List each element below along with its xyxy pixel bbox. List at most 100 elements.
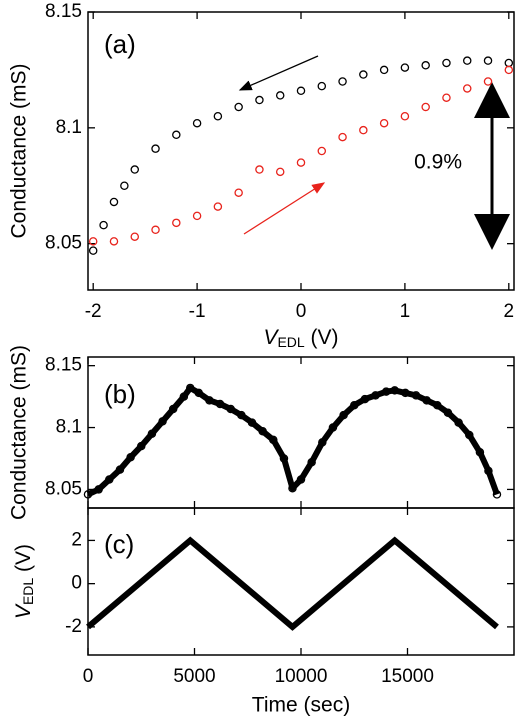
trace-line	[86, 384, 500, 498]
data-point	[130, 232, 140, 241]
data-point	[213, 202, 223, 211]
data-point	[83, 490, 93, 499]
data-point	[328, 423, 338, 432]
data-line	[86, 536, 499, 631]
data-point	[484, 466, 493, 476]
data-point	[390, 386, 399, 395]
label-unit: (V)	[12, 544, 35, 578]
y-tick-label: 8.1	[56, 117, 82, 138]
y-tick-label: 8.05	[45, 478, 82, 499]
data-point	[115, 465, 125, 474]
panel-label: (a)	[104, 29, 136, 59]
y-axis-label: Conductance (mS)	[8, 345, 31, 520]
y-tick-label: 8.1	[56, 417, 82, 438]
data-point	[411, 391, 421, 400]
data-point	[296, 475, 306, 484]
label-symbol: V	[12, 603, 35, 619]
label-unit: (V)	[305, 326, 339, 349]
data-point	[234, 188, 243, 197]
data-point	[192, 211, 202, 221]
label-symbol: V	[263, 326, 279, 349]
data-point	[215, 399, 225, 409]
x-tick-label: 0	[83, 666, 94, 687]
data-point	[359, 70, 368, 79]
data-point	[130, 165, 140, 174]
data-point	[275, 167, 285, 177]
data-point	[158, 417, 167, 426]
data-point	[120, 181, 129, 190]
data-point	[109, 197, 119, 207]
data-point	[194, 388, 204, 398]
data-point	[269, 435, 278, 445]
panel-label: (b)	[104, 379, 136, 409]
data-point	[237, 410, 246, 420]
data-point	[433, 401, 442, 410]
x-tick-label: 15000	[381, 666, 434, 687]
data-point	[94, 485, 103, 494]
data-point	[339, 410, 348, 420]
data-point	[349, 401, 359, 410]
data-point	[483, 77, 493, 86]
data-point	[88, 246, 98, 255]
y-tick-label: 0	[71, 573, 82, 594]
data-point	[371, 391, 380, 400]
x-tick-label: 10000	[275, 666, 328, 687]
data-point	[105, 475, 114, 484]
data-point	[255, 95, 264, 105]
x-tick-label: 0	[296, 301, 307, 322]
data-point	[462, 56, 472, 65]
data-point	[443, 408, 453, 417]
data-point	[338, 77, 347, 86]
data-point	[151, 144, 160, 153]
data-point	[126, 453, 135, 462]
data-point	[422, 396, 431, 405]
data-point	[99, 220, 108, 230]
x-tick-label: -1	[189, 301, 206, 322]
data-point	[279, 454, 289, 463]
data-point	[258, 427, 267, 436]
data-point	[288, 483, 297, 493]
y-tick-label: -2	[65, 616, 82, 637]
data-point	[147, 429, 157, 438]
data-point	[317, 81, 327, 91]
data-point	[179, 392, 189, 401]
data-point	[275, 91, 285, 100]
data-point	[234, 102, 243, 112]
data-point	[168, 404, 178, 414]
data-point	[185, 383, 195, 393]
x-tick-label: 2	[504, 301, 515, 322]
data-point	[136, 441, 146, 451]
x-axis-label: Time (sec)	[252, 694, 350, 717]
data-point	[442, 93, 451, 102]
data-point	[400, 63, 410, 72]
data-point	[192, 118, 202, 128]
data-point	[296, 158, 306, 167]
x-tick-label: 5000	[173, 666, 215, 687]
data-point	[109, 237, 119, 246]
data-point	[318, 438, 327, 447]
x-axis-label: VEDL (V)	[263, 326, 338, 350]
data-point	[379, 65, 389, 75]
data-point	[504, 58, 514, 68]
annotation: 0.9%	[414, 151, 462, 174]
data-point	[442, 58, 451, 68]
label-subscript: EDL	[20, 578, 36, 605]
data-point	[454, 418, 463, 427]
sweep-arrow	[238, 55, 319, 91]
data-point	[360, 394, 370, 404]
y-axis-label: VEDL (V)	[12, 544, 36, 619]
panel-label: (c)	[104, 529, 134, 559]
y-tick-label: 2	[71, 529, 82, 550]
sweep-arrow	[243, 182, 326, 235]
data-point	[307, 457, 316, 467]
x-tick-label: 1	[400, 301, 411, 322]
data-point	[172, 130, 181, 140]
y-tick-label: 8.15	[45, 1, 82, 22]
data-point	[359, 125, 368, 135]
data-point	[465, 430, 474, 440]
y-axis-label: Conductance (mS)	[8, 63, 31, 238]
data-point	[381, 387, 391, 396]
data-point	[401, 388, 410, 398]
data-point	[475, 448, 485, 457]
